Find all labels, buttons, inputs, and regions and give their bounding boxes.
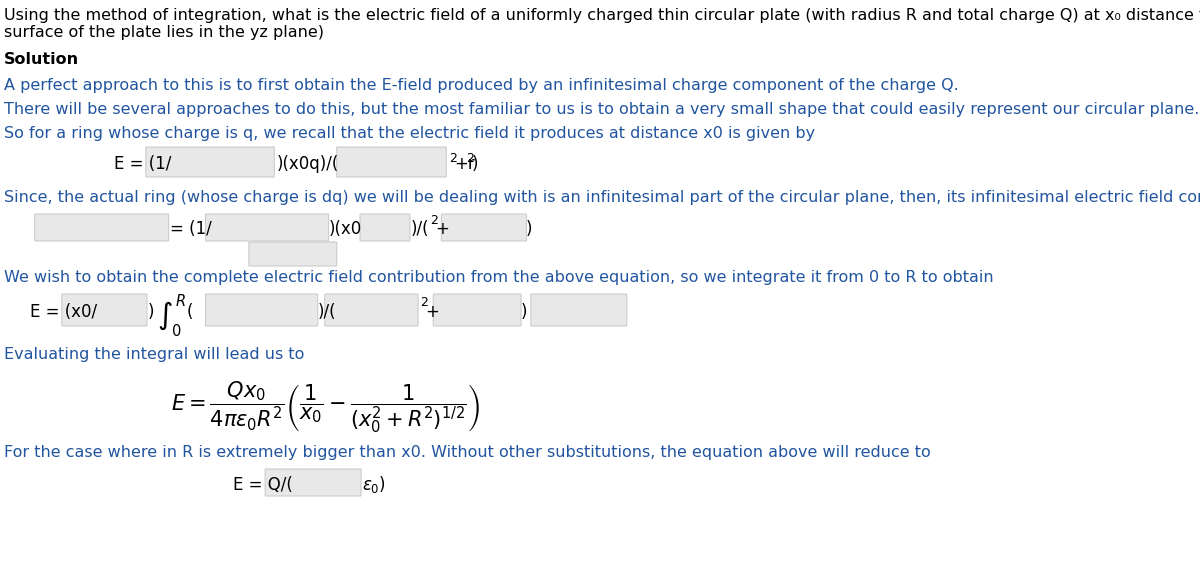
- FancyBboxPatch shape: [265, 469, 361, 496]
- Text: Using the method of integration, what is the electric field of a uniformly charg: Using the method of integration, what is…: [5, 8, 1200, 41]
- Text: There will be several approaches to do this, but the most familiar to us is to o: There will be several approaches to do t…: [5, 102, 1200, 117]
- Text: 2: 2: [449, 151, 457, 164]
- Text: $\int_0^R$: $\int_0^R$: [157, 293, 186, 339]
- FancyBboxPatch shape: [248, 242, 337, 266]
- Text: )(x0: )(x0: [329, 221, 362, 238]
- FancyBboxPatch shape: [62, 294, 146, 326]
- Text: Evaluating the integral will lead us to: Evaluating the integral will lead us to: [5, 347, 305, 362]
- Text: ): ): [521, 303, 527, 321]
- Text: ): ): [148, 303, 154, 321]
- Text: $E = \dfrac{Qx_0}{4\pi\varepsilon_0 R^2}\left(\dfrac{1}{x_0} - \dfrac{1}{(x_0^2 : $E = \dfrac{Qx_0}{4\pi\varepsilon_0 R^2}…: [170, 379, 480, 435]
- FancyBboxPatch shape: [35, 214, 169, 241]
- Text: 2: 2: [467, 151, 474, 164]
- Text: Solution: Solution: [5, 52, 79, 67]
- Text: E = (x0/: E = (x0/: [30, 303, 97, 321]
- Text: +: +: [426, 303, 439, 321]
- Text: = (1/: = (1/: [170, 221, 212, 238]
- Text: )/(: )/(: [410, 221, 428, 238]
- FancyBboxPatch shape: [530, 294, 626, 326]
- Text: (: (: [187, 303, 193, 321]
- FancyBboxPatch shape: [205, 214, 329, 241]
- FancyBboxPatch shape: [146, 147, 275, 177]
- Text: E = Q/(: E = Q/(: [233, 476, 293, 493]
- Text: +: +: [436, 221, 449, 238]
- Text: )(x0q)/(: )(x0q)/(: [276, 155, 338, 173]
- FancyBboxPatch shape: [205, 294, 318, 326]
- Text: A perfect approach to this is to first obtain the E-field produced by an infinit: A perfect approach to this is to first o…: [5, 78, 959, 93]
- FancyBboxPatch shape: [325, 294, 418, 326]
- Text: So for a ring whose charge is q, we recall that the electric field it produces a: So for a ring whose charge is q, we reca…: [5, 126, 816, 141]
- Text: E = (1/: E = (1/: [114, 155, 172, 173]
- Text: 2: 2: [430, 214, 438, 227]
- Text: )/(: )/(: [318, 303, 336, 321]
- FancyBboxPatch shape: [433, 294, 521, 326]
- Text: ): ): [472, 155, 479, 173]
- Text: +r: +r: [455, 155, 475, 173]
- FancyBboxPatch shape: [442, 214, 527, 241]
- FancyBboxPatch shape: [337, 147, 446, 177]
- FancyBboxPatch shape: [360, 214, 410, 241]
- Text: ): ): [526, 221, 533, 238]
- Text: 2: 2: [420, 296, 428, 308]
- Text: For the case where in R is extremely bigger than x0. Without other substitutions: For the case where in R is extremely big…: [5, 445, 931, 460]
- Text: We wish to obtain the complete electric field contribution from the above equati: We wish to obtain the complete electric …: [5, 270, 994, 285]
- Text: Since, the actual ring (whose charge is dq) we will be dealing with is an infini: Since, the actual ring (whose charge is …: [5, 190, 1200, 205]
- Text: $\varepsilon_0$): $\varepsilon_0$): [361, 474, 385, 495]
